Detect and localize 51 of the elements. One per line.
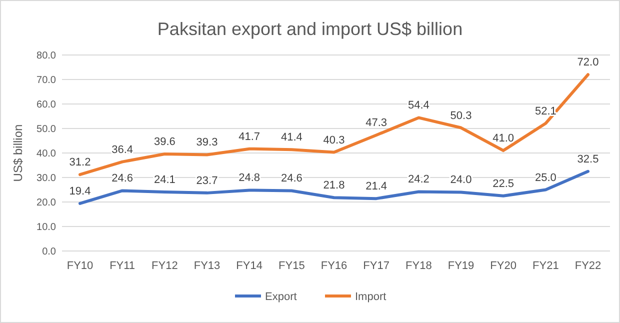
y-tick-label: 60.0 [36,100,56,110]
data-label: 21.8 [323,180,345,192]
data-label: 21.4 [366,180,388,193]
data-label: 36.4 [112,144,134,156]
legend-label: Import [355,290,386,303]
x-tick-label: FY14 [236,260,262,272]
data-label: 19.4 [69,185,91,198]
data-label: 24.1 [154,174,176,186]
data-label: 41.4 [280,132,302,144]
x-tick-label: FY13 [194,260,220,272]
data-label: 47.3 [366,117,388,130]
data-label: 72.0 [577,56,599,69]
data-label: 40.3 [323,134,345,146]
y-tick-label: 80.0 [36,50,56,62]
y-tick-label: 50.0 [36,124,56,135]
data-label: 22.5 [492,178,514,190]
data-label: 31.2 [69,156,91,169]
y-tick-label: 0.0 [42,246,56,258]
data-label: 50.3 [450,110,472,122]
y-tick-label: 10.0 [36,222,56,233]
y-tick-label: 30.0 [36,173,56,184]
x-tick-label: FY12 [152,260,178,272]
data-label: 41.7 [238,130,260,143]
data-label: 24.6 [112,172,134,185]
y-axis-title: US$ billion [11,124,25,182]
x-tick-label: FY10 [66,260,94,272]
chart-title: Paksitan export and import US$ billion [157,19,463,39]
data-label: 25.0 [534,172,556,184]
y-tick-label: 40.0 [36,148,56,160]
x-tick-label: FY17 [363,260,390,272]
x-tick-label: FY19 [448,260,474,272]
legend-label: Export [265,290,297,303]
data-label: 23.7 [196,174,218,187]
x-tick-label: FY20 [490,260,516,272]
x-tick-label: FY15 [278,260,305,272]
y-tick-label: 70.0 [36,75,56,86]
data-label: 32.5 [577,153,599,166]
y-tick-label: 20.0 [36,198,56,208]
data-label: 41.0 [492,132,514,145]
x-tick-label: FY16 [320,260,348,272]
data-label: 39.6 [154,136,176,148]
x-tick-label: FY22 [574,260,602,272]
data-label: 24.8 [238,172,260,184]
data-label: 24.6 [280,172,302,185]
x-tick-label: FY11 [110,260,136,272]
x-tick-label: FY21 [532,260,559,272]
data-label: 39.3 [196,136,218,149]
data-label: 54.4 [408,100,430,112]
data-label: 24.2 [408,174,430,186]
x-tick-label: FY18 [406,260,432,272]
data-label: 24.0 [450,174,472,186]
